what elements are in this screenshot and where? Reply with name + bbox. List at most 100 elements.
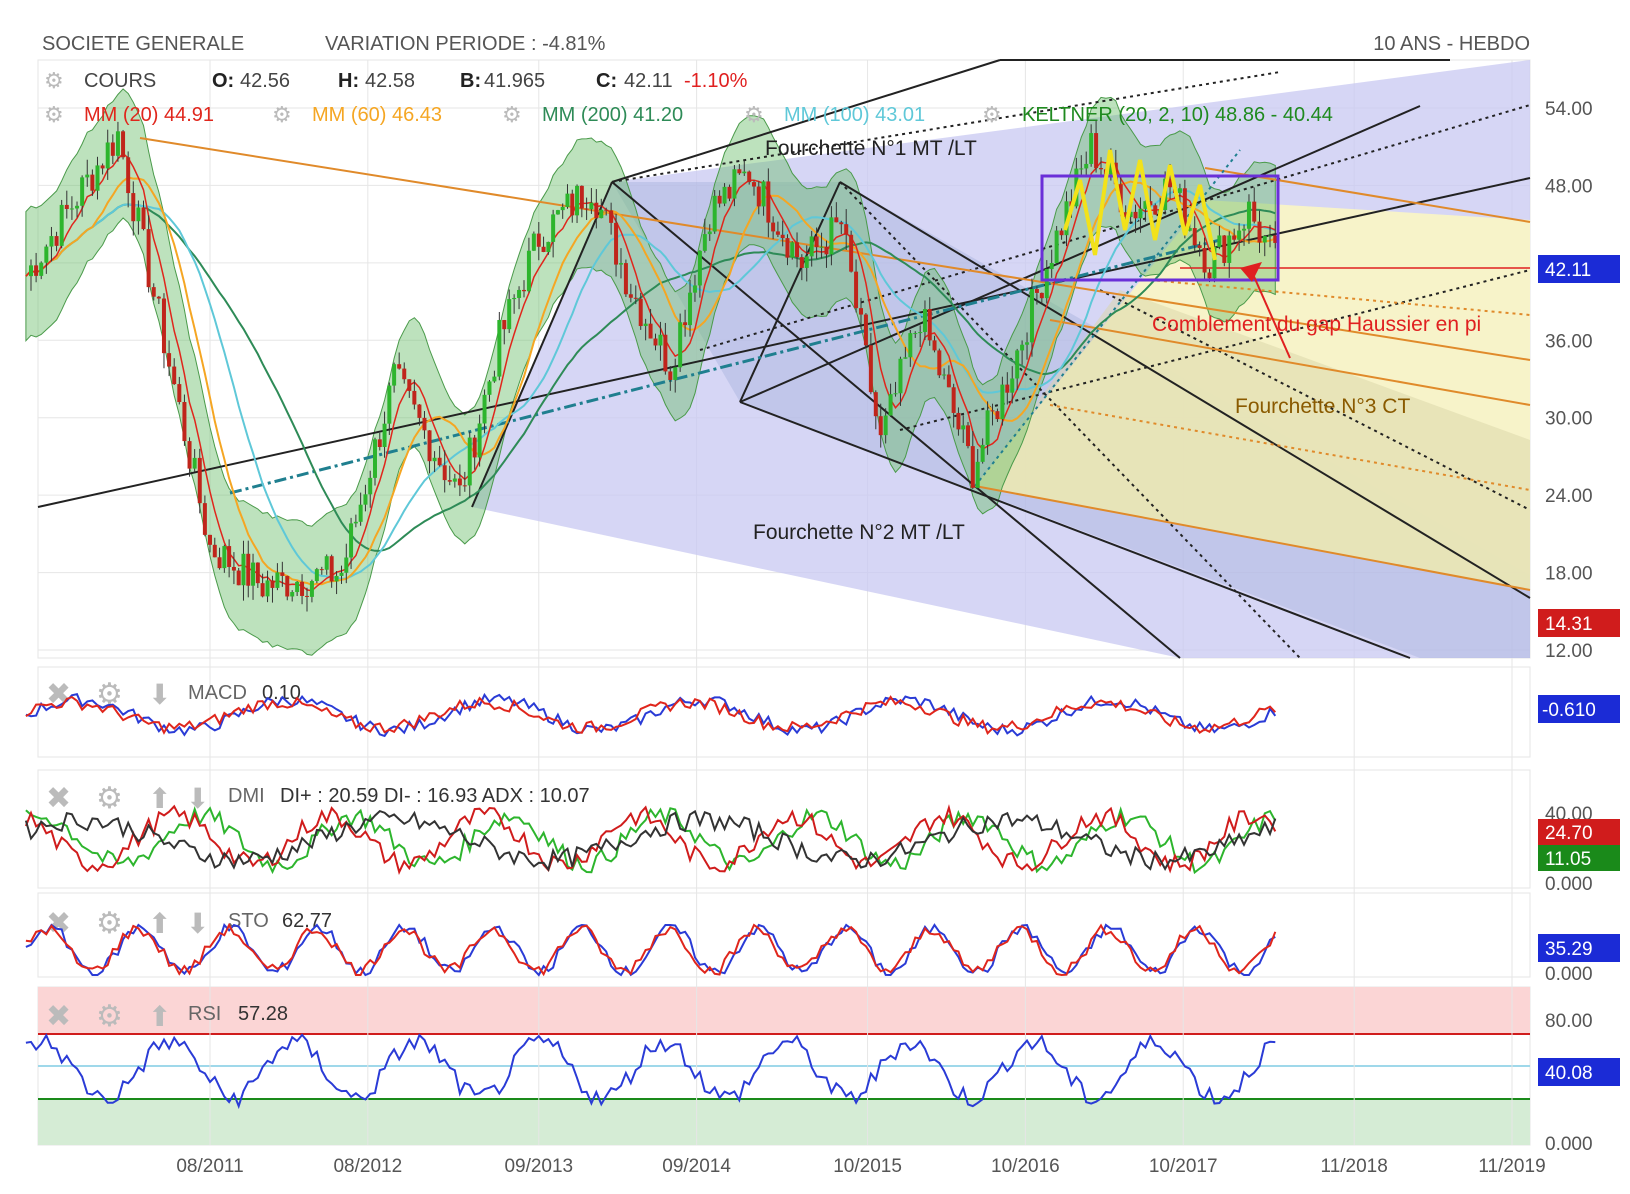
candle-body xyxy=(775,231,780,235)
candle-body xyxy=(683,322,688,326)
candle-body xyxy=(349,523,354,558)
open-label: O: xyxy=(212,70,234,92)
candle-body xyxy=(761,181,766,207)
gear-icon[interactable]: ⚙ xyxy=(272,102,292,127)
candle-body xyxy=(208,534,212,545)
rsi-axis-80: 80.00 xyxy=(1545,1011,1593,1032)
candle-body xyxy=(427,430,432,462)
time-tick-label: 08/2012 xyxy=(333,1156,402,1177)
close-icon[interactable]: ✖ xyxy=(46,1000,71,1033)
candle-body xyxy=(756,186,761,207)
candle-body xyxy=(387,385,392,424)
gear-icon[interactable]: ⚙ xyxy=(96,1000,123,1033)
gap-arrow-head xyxy=(1240,262,1262,282)
gap-annotation: Comblement du gap Haussier en pi xyxy=(1152,313,1481,336)
candle-body xyxy=(790,242,795,258)
candle-body xyxy=(227,546,232,567)
candle-body xyxy=(628,294,633,298)
arrow-down-icon[interactable]: ⬇ xyxy=(186,783,209,814)
candle-body xyxy=(742,171,747,174)
candle-body xyxy=(161,298,166,354)
gear-icon[interactable]: ⚙ xyxy=(44,68,64,93)
time-tick-label: 10/2015 xyxy=(833,1156,902,1177)
candle-body xyxy=(497,320,502,377)
arrow-up-icon[interactable]: ⬆ xyxy=(148,783,171,814)
time-tick-label: 09/2013 xyxy=(504,1156,573,1177)
price-candles xyxy=(28,120,1278,612)
candle-body xyxy=(177,384,182,403)
fork1-annotation: Fourchette N°1 MT /LT xyxy=(765,137,977,160)
candle-body xyxy=(1015,350,1020,379)
macd-panel xyxy=(37,666,1531,758)
mm100-line xyxy=(25,188,1276,580)
sto-d-line xyxy=(25,922,1277,977)
candle-body xyxy=(1168,178,1173,188)
rsi-axis-0: 0.000 xyxy=(1545,1134,1593,1155)
price-tick-label: 24.00 xyxy=(1545,486,1593,507)
candle-body xyxy=(1268,235,1273,237)
candle-body xyxy=(467,437,472,486)
candle-body xyxy=(39,262,44,276)
candle-body xyxy=(883,415,888,436)
price-tick-label: 48.00 xyxy=(1545,176,1593,197)
candle-body xyxy=(814,236,819,248)
candle-body xyxy=(859,308,863,315)
sto-axis-0: 0.000 xyxy=(1545,964,1593,985)
candle-body xyxy=(956,412,961,430)
rsi-oversold-zone xyxy=(38,1099,1530,1145)
candle-body xyxy=(1034,289,1039,293)
gear-icon[interactable]: ⚙ xyxy=(96,907,123,940)
candle-body xyxy=(290,592,295,597)
gear-icon[interactable]: ⚙ xyxy=(96,782,123,815)
close-icon[interactable]: ✖ xyxy=(46,782,71,815)
candle-body xyxy=(172,366,177,385)
candle-body xyxy=(918,332,923,334)
candle-body xyxy=(295,581,300,593)
candle-body xyxy=(353,521,358,524)
candle-body xyxy=(844,224,849,235)
macd-line xyxy=(25,692,1277,738)
gear-icon[interactable]: ⚙ xyxy=(744,102,764,127)
candle-body xyxy=(1273,235,1278,243)
low-value: 41.965 xyxy=(484,70,545,92)
candle-body xyxy=(732,169,737,199)
candle-body xyxy=(246,553,251,586)
candle-body xyxy=(392,364,397,386)
candle-body xyxy=(270,580,275,588)
mm60-label: MM (60) 46.43 xyxy=(312,104,442,126)
candle-body xyxy=(217,557,222,569)
cours-label: COURS xyxy=(84,70,156,92)
gear-icon[interactable]: ⚙ xyxy=(44,102,64,127)
arrow-down-icon[interactable]: ⬇ xyxy=(186,908,209,939)
candle-body xyxy=(1123,212,1128,218)
time-tick-label: 11/2018 xyxy=(1321,1156,1388,1177)
candle-body xyxy=(927,309,932,341)
candle-body xyxy=(255,562,260,584)
candle-body xyxy=(402,368,407,380)
candle-body xyxy=(202,503,207,535)
candle-body xyxy=(589,202,594,210)
gear-icon[interactable]: ⚙ xyxy=(982,102,1002,127)
candle-body xyxy=(658,334,663,346)
di-plus-line xyxy=(25,806,1277,875)
candle-body xyxy=(300,581,305,596)
candle-body xyxy=(579,185,584,209)
candle-body xyxy=(1257,221,1262,243)
arrow-up-icon[interactable]: ⬆ xyxy=(148,1001,171,1032)
fork2-annotation: Fourchette N°2 MT /LT xyxy=(753,521,965,544)
candle-body xyxy=(521,289,526,292)
candle-body xyxy=(368,477,373,495)
candle-body xyxy=(482,394,487,424)
candle-body xyxy=(314,569,319,582)
candle-body xyxy=(913,333,918,335)
keltner-label: KELTNER (20, 2, 10) 48.86 - 40.44 xyxy=(1022,104,1333,126)
svg-text:-0.610: -0.610 xyxy=(1542,700,1596,721)
rsi-overbought-zone xyxy=(38,987,1530,1034)
candle-body xyxy=(472,437,477,458)
arrow-down-icon[interactable]: ⬇ xyxy=(148,679,171,710)
gear-icon[interactable]: ⚙ xyxy=(502,102,522,127)
svg-text:11.05: 11.05 xyxy=(1545,849,1591,870)
candle-body xyxy=(447,480,452,482)
arrow-up-icon[interactable]: ⬆ xyxy=(148,908,171,939)
candle-body xyxy=(824,246,829,255)
